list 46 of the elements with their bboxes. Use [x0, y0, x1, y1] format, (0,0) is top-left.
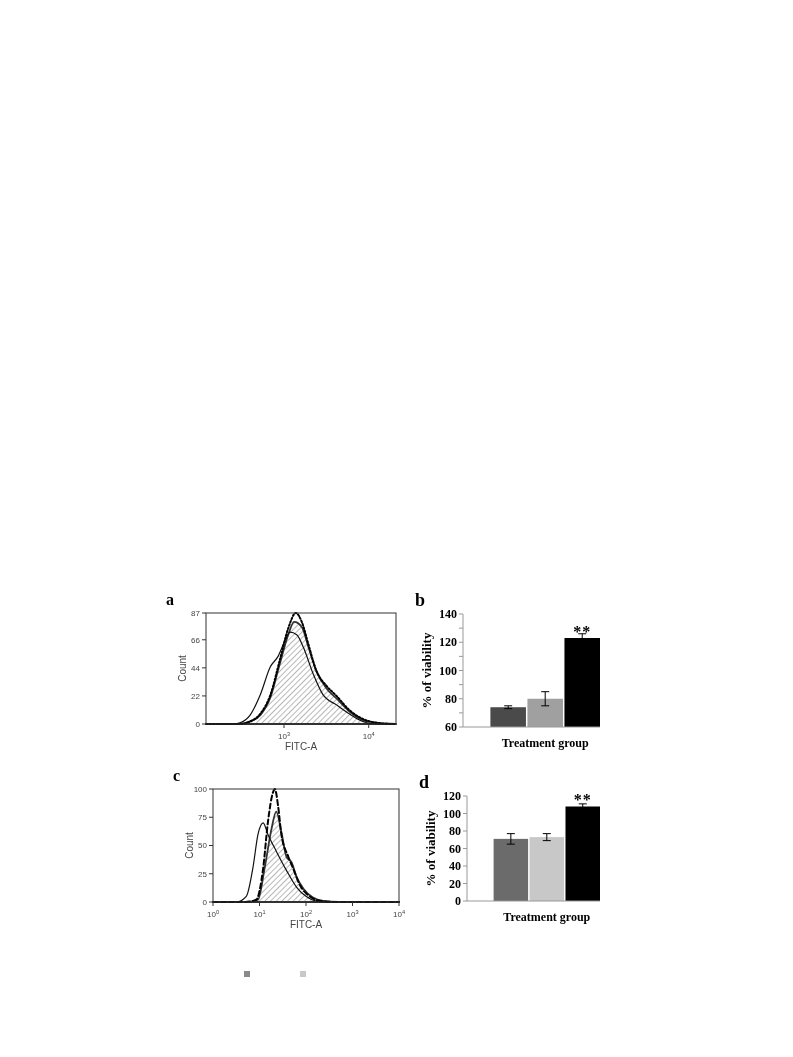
y-tick-label: 50: [198, 841, 208, 851]
x-tick-label: 10$^{4}$: [392, 909, 406, 919]
y-tick-label: 60: [449, 841, 461, 856]
y-tick-label: 87: [191, 608, 201, 618]
y-tick-label: 22: [191, 691, 201, 701]
y-tick-label: 120: [439, 635, 457, 650]
y-tick-label: 20: [449, 876, 461, 891]
x-tick-label: 10$^{3}$: [277, 731, 291, 741]
y-tick-label: 100: [439, 663, 457, 678]
y-tick-label: 80: [445, 691, 457, 706]
x-axis-title: FITC-A: [284, 741, 318, 752]
bar: [493, 838, 529, 901]
chart-title: b: [415, 590, 426, 610]
y-tick-label: 75: [198, 813, 208, 823]
x-tick-label: 10$^{4}$: [362, 731, 375, 741]
x-axis-title: Treatment group: [501, 736, 590, 750]
annotation: **: [573, 622, 592, 640]
annotation: **: [573, 791, 592, 809]
y-tick-label: 44: [191, 663, 201, 673]
y-axis-title: Count: [184, 831, 195, 859]
chart-title: a: [166, 591, 174, 608]
y-tick-label: 0: [455, 894, 461, 909]
y-tick-label: 80: [449, 824, 461, 839]
x-axis-title: Treatment group: [503, 910, 591, 924]
y-axis-title: Count: [177, 654, 188, 682]
x-tick-label: 10$^{2}$: [299, 909, 313, 919]
x-tick-label: 10$^{3}$: [346, 909, 359, 919]
y-tick-label: 25: [198, 869, 208, 879]
x-tick-label: 10$^{0}$: [206, 909, 220, 919]
chart-title: d: [419, 772, 430, 792]
y-tick-label: 100: [443, 806, 461, 821]
y-tick-label: 0: [202, 897, 208, 907]
x-axis-title: FITC-A: [289, 919, 323, 930]
y-tick-label: 40: [449, 859, 461, 874]
bar: [565, 806, 600, 901]
y-tick-label: 140: [439, 607, 457, 622]
x-tick-label: 10$^{1}$: [253, 909, 266, 919]
y-tick-label: 60: [445, 720, 457, 735]
y-tick-label: 0: [195, 719, 201, 729]
bar: [529, 837, 565, 901]
y-axis-title: % of viability: [423, 810, 438, 887]
chart-title: c: [173, 767, 181, 784]
y-tick-label: 120: [443, 789, 461, 804]
y-axis-title: % of viability: [419, 632, 434, 709]
y-tick-label: 66: [191, 635, 201, 645]
y-tick-label: 100: [193, 784, 208, 794]
